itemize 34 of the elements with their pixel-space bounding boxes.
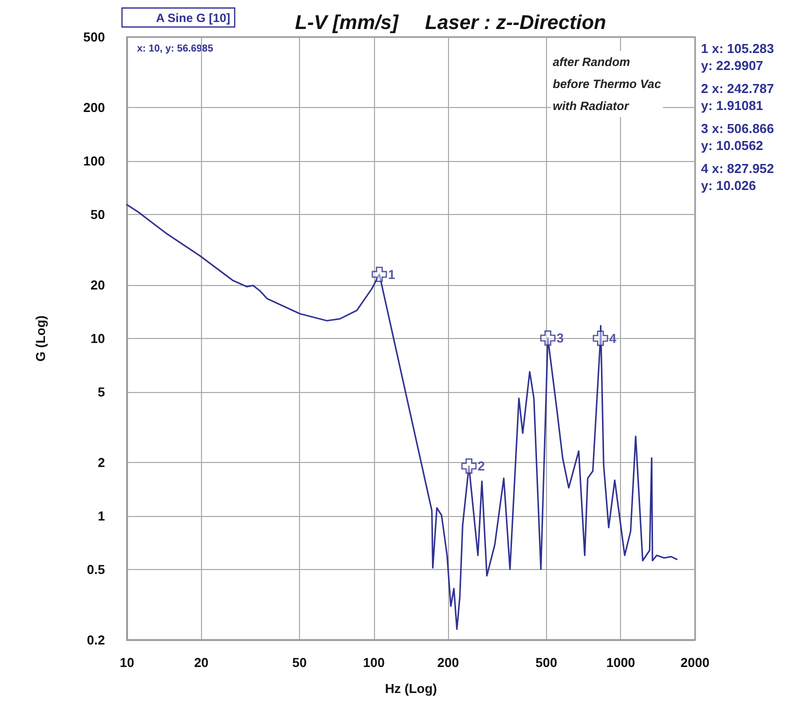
annotation: x: 10, y: 56.6985: [137, 44, 214, 54]
x-tick-label: 50: [292, 655, 307, 670]
x-axis-title: Hz (Log): [385, 681, 437, 696]
y-tick-label: 500: [83, 30, 105, 44]
y-tick-label: 200: [83, 100, 105, 116]
x-tick-label: 1000: [606, 655, 636, 670]
annotation: 4: [609, 330, 618, 346]
y-tick-label: 20: [90, 278, 105, 293]
x-tick-label: 10: [120, 655, 134, 670]
y-tick-label: 50: [90, 206, 105, 222]
x-tick-label: 500: [536, 655, 558, 670]
text: 2 x: 242.787 y: 1.91081: [701, 81, 774, 113]
y-tick-label: 100: [83, 154, 105, 169]
x-tick-label: 100: [362, 655, 385, 670]
annotation: 2: [478, 458, 485, 474]
y-tick-label: 5: [98, 384, 105, 400]
text: A Sine G [10]: [156, 11, 230, 25]
y-tick-label: 0.5: [86, 562, 105, 577]
text: 4 x: 827.952 y: 10.026: [701, 161, 774, 193]
x-tick-label: 200: [437, 655, 460, 670]
annotation: 3: [556, 330, 564, 346]
y-tick-label: 0.2: [86, 632, 105, 648]
annotation: 1: [388, 266, 396, 282]
annotation: after Random before Thermo Vac with Radiator: [552, 55, 662, 113]
x-tick-label: 20: [194, 655, 209, 670]
chart-title: L-V [mm/s]: [295, 12, 400, 34]
y-axis-title: G (Log): [33, 315, 48, 362]
y-tick-label: 1: [98, 508, 105, 524]
text: 1 x: 105.283 y: 22.9907: [701, 41, 774, 73]
y-tick-label: 10: [90, 331, 105, 346]
chart-subtitle: Laser : z--Direction: [425, 12, 606, 34]
x-tick-label: 2000: [680, 655, 710, 670]
text: 3 x: 506.866 y: 10.0562: [701, 121, 774, 153]
y-tick-label: 2: [98, 455, 105, 470]
